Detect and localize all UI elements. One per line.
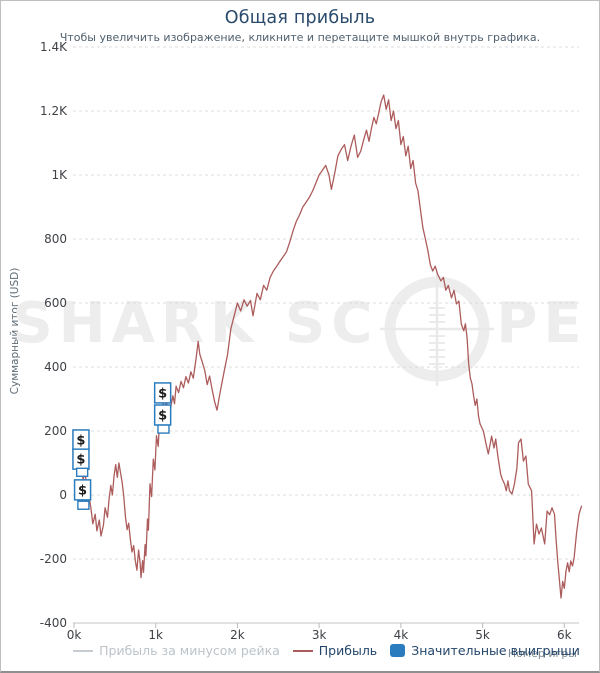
y-tick-label: 1K [51,168,68,182]
y-tick-label: 200 [44,424,67,438]
dollar-icon: $ [78,483,87,498]
legend-item[interactable]: Прибыль за минусом рейка [73,643,280,658]
chart-hint-text: Чтобы увеличить изображение, кликните и … [59,31,541,44]
significant-win-marker-small[interactable] [157,424,170,434]
chart-legend: Прибыль за минусом рейка Прибыль Значитель… [73,642,580,659]
x-tick-label: 1k [148,628,163,642]
significant-win-marker[interactable] [153,382,172,404]
legend-line-swatch [73,649,94,652]
legend-label: Значительные выигрыши [411,643,580,658]
legend-label: Прибыль за минусом рейка [99,643,280,658]
x-tick-label: 5k [475,628,490,642]
y-tick-label: -200 [40,552,67,566]
significant-win-marker-small[interactable] [77,500,90,510]
significant-win-marker[interactable] [73,479,92,501]
x-tick-label: 2k [230,628,245,642]
legend-square-swatch [390,644,406,657]
y-tick-label: 1.2K [40,104,68,118]
legend-item[interactable]: Прибыль [292,643,378,658]
y-tick-label: -400 [40,616,67,630]
significant-win-marker-small[interactable] [75,467,89,477]
x-tick-label: 3k [312,628,327,642]
y-tick-label: 800 [44,232,67,246]
dollar-icon: $ [76,453,85,468]
legend-item[interactable]: Значительные выигрыши [390,643,580,658]
dollar-icon: $ [158,409,167,424]
y-tick-label: 400 [44,360,67,374]
y-tick-label: 1.4K [40,40,68,54]
legend-label: Прибыль [318,643,378,658]
y-tick-label: 600 [44,296,67,310]
profit-line-series [73,94,583,599]
x-tick-label: 0k [67,628,82,642]
dollar-icon: $ [76,433,85,448]
x-tick-label: 4k [394,628,409,642]
x-axis-title: Номер игры [507,647,577,660]
x-tick-label: 6k [557,628,572,642]
legend-line-swatch [292,649,313,652]
dollar-icon: $ [158,386,167,401]
y-tick-label: 0 [59,488,67,502]
page-title: Общая прибыль [224,8,376,28]
